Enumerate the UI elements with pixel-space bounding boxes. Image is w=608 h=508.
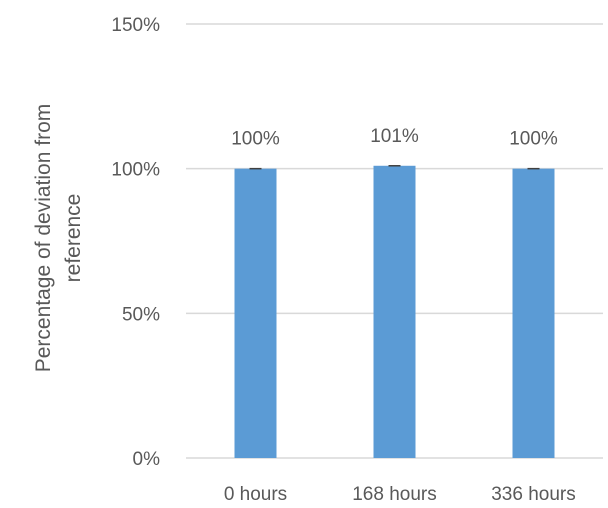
bar [373, 165, 416, 459]
data-label: 100% [231, 129, 280, 150]
bar [512, 168, 555, 458]
y-axis-title: Percentage of deviation from reference [32, 104, 85, 373]
y-axis-title-line-2: reference [62, 194, 85, 283]
bar [234, 168, 277, 458]
x-tick-label: 168 hours [352, 484, 437, 505]
y-tick-label: 50% [122, 304, 160, 325]
labels: 0% 50% 100% 150% 100% 0 hours 101% 168 hours 100… [111, 15, 575, 505]
x-tick-label: 336 hours [491, 484, 576, 505]
y-tick-label: 150% [111, 15, 160, 36]
data-label: 101% [370, 126, 419, 147]
data-label: 100% [509, 129, 558, 150]
y-axis-title-line-1: Percentage of deviation from [32, 104, 55, 373]
x-tick-label: 0 hours [224, 484, 287, 505]
y-tick-label: 100% [111, 160, 160, 181]
y-tick-label: 0% [133, 449, 161, 470]
bars [234, 165, 555, 459]
